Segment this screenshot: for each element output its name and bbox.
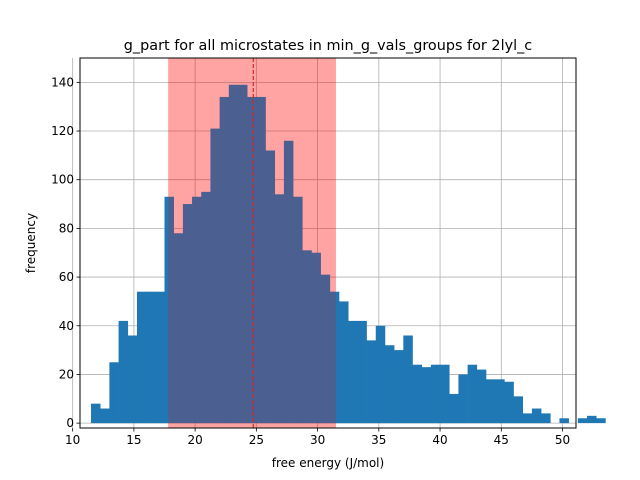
- histogram-bar: [201, 191, 211, 424]
- histogram-bar: [421, 367, 432, 424]
- histogram-bar: [485, 379, 496, 424]
- x-tick-label: 10: [65, 433, 80, 447]
- histogram-bar: [329, 291, 340, 424]
- histogram-bar: [237, 84, 248, 424]
- histogram-bar: [256, 96, 266, 424]
- y-tick-label: 120: [51, 124, 74, 138]
- histogram-bar: [302, 250, 312, 424]
- histogram-bar: [458, 374, 468, 424]
- histogram-bar: [109, 362, 119, 424]
- histogram-bar: [403, 335, 413, 424]
- y-axis-ticks: 0 20 40 60 80 100 120 140: [51, 75, 80, 430]
- histogram-bar: [100, 408, 110, 424]
- y-tick-label: 0: [66, 416, 74, 430]
- histogram-bar: [173, 233, 184, 424]
- histogram-bar: [440, 364, 450, 424]
- histogram-bar: [495, 379, 505, 424]
- histogram-bar: [164, 196, 174, 424]
- histogram-bar: [587, 415, 597, 424]
- histogram-bar: [375, 325, 386, 424]
- x-axis-ticks: 10 15 20 25 30 35 40 45 50: [65, 428, 570, 447]
- y-tick-label: 40: [59, 319, 74, 333]
- histogram-bar: [91, 403, 101, 424]
- histogram-bar: [541, 413, 551, 424]
- shaded-band-overlay: [168, 58, 336, 428]
- x-tick-label: 15: [126, 433, 141, 447]
- histogram-bar: [146, 291, 156, 424]
- x-tick-label: 25: [249, 433, 264, 447]
- histogram-bar: [476, 369, 487, 424]
- histogram-bar: [504, 381, 514, 424]
- x-axis-label: free energy (J/mol): [272, 456, 384, 470]
- histogram-bar: [219, 96, 230, 424]
- histogram-bar: [596, 418, 606, 424]
- histogram-bar: [265, 150, 276, 424]
- histogram-bar: [210, 128, 220, 424]
- y-tick-label: 20: [59, 367, 74, 381]
- histogram-bar: [320, 274, 331, 424]
- y-tick-label: 80: [59, 221, 74, 235]
- histogram-bar: [192, 196, 202, 424]
- histogram-bar: [577, 418, 588, 424]
- x-tick-label: 50: [555, 433, 570, 447]
- x-tick-label: 30: [310, 433, 325, 447]
- plot-frame: [79, 57, 577, 429]
- histogram-bar: [449, 393, 459, 424]
- histogram-bar: [559, 418, 569, 424]
- histogram-bars: [91, 58, 606, 428]
- histogram-bar: [228, 84, 239, 424]
- histogram-bar: [522, 413, 533, 424]
- chart-title: g_part for all microstates in min_g_vals…: [124, 38, 532, 54]
- histogram-bar: [136, 291, 147, 424]
- histogram-bar: [531, 408, 542, 424]
- histogram-bar: [127, 335, 138, 424]
- x-tick-label: 40: [432, 433, 447, 447]
- y-tick-label: 140: [51, 75, 74, 89]
- histogram-bar: [311, 252, 321, 424]
- histogram-bar: [513, 396, 524, 424]
- histogram-bar: [274, 194, 285, 424]
- histogram-bar: [430, 364, 441, 424]
- histogram-bar: [283, 140, 294, 424]
- histogram-bar: [366, 340, 377, 424]
- histogram-bar: [412, 364, 422, 424]
- histogram-bar: [247, 96, 257, 424]
- histogram-bar: [394, 350, 404, 424]
- histogram-bar: [357, 320, 367, 424]
- histogram-bar: [467, 364, 478, 424]
- x-tick-label: 45: [494, 433, 509, 447]
- histogram-bar: [348, 320, 358, 424]
- x-tick-label: 35: [371, 433, 386, 447]
- histogram-bar: [384, 345, 395, 424]
- y-axis-label: frequency: [24, 213, 38, 273]
- histogram-bar: [155, 291, 165, 424]
- x-tick-label: 20: [187, 433, 202, 447]
- histogram-bar: [293, 196, 303, 424]
- y-tick-label: 100: [51, 173, 74, 187]
- y-tick-label: 60: [59, 270, 74, 284]
- histogram-bar: [182, 204, 193, 424]
- histogram-bar: [118, 320, 129, 424]
- histogram-bar: [339, 301, 349, 424]
